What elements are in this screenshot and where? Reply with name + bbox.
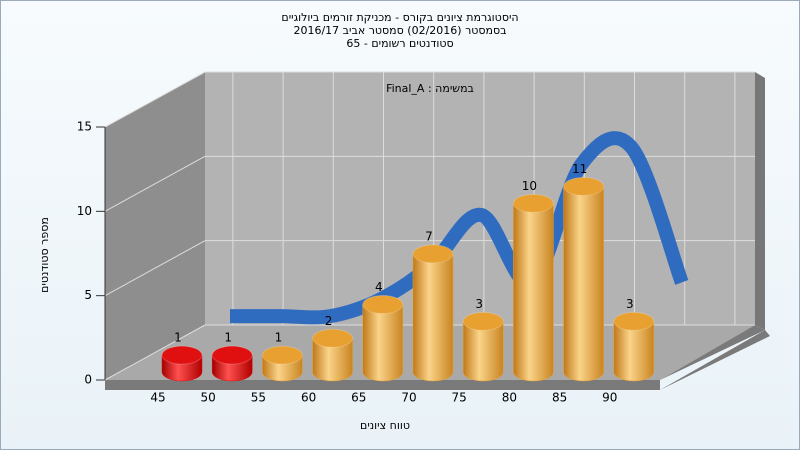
x-tick-label: 45 (150, 391, 165, 405)
bar (362, 304, 404, 382)
grid-line (104, 240, 206, 297)
bar (613, 321, 655, 382)
x-tick-label: 50 (201, 391, 216, 405)
bar (312, 338, 353, 382)
grid-line (104, 71, 206, 128)
bar-top (312, 328, 354, 348)
bar-top (211, 345, 253, 365)
trend-ribbon (229, 131, 689, 325)
x-tick-label: 85 (552, 391, 567, 405)
back-wall (205, 72, 755, 325)
data-label: 1 (224, 331, 232, 345)
subtitle: Final_A : במשימה (386, 82, 474, 95)
x-tick-label: 70 (401, 391, 416, 405)
data-label: 1 (275, 331, 283, 345)
x-tick-label: 90 (602, 391, 617, 405)
x-tick-label: 80 (502, 391, 517, 405)
x-tick-label: 75 (452, 391, 467, 405)
bar (563, 186, 604, 382)
bar-top (512, 193, 554, 213)
bar-top (412, 244, 454, 264)
y-tick-label: 5 (84, 288, 92, 302)
data-label: 7 (425, 229, 433, 243)
title-line: בסמסטר (02/2016) סמסטר אביב 2016/17 (293, 24, 506, 37)
x-tick-label: 55 (251, 391, 266, 405)
bar-top (563, 176, 605, 196)
y-tick-label: 10 (77, 204, 92, 218)
data-label: 4 (375, 280, 383, 294)
bar-top (462, 311, 504, 331)
data-label: 3 (626, 297, 634, 311)
data-label: 11 (572, 162, 587, 176)
title: היסטוגרמת ציונים בקורס - מכניקת זורמים ב… (281, 11, 518, 50)
left-wall (105, 72, 205, 380)
x-axis-label: טווח ציונים (360, 419, 410, 432)
x-tick-label: 65 (351, 391, 366, 405)
floor-edge (105, 325, 770, 390)
bar-top (362, 295, 404, 315)
back-wall-edge (755, 72, 765, 330)
grid-line (104, 324, 206, 381)
bar-top (261, 345, 303, 365)
data-label: 10 (522, 179, 537, 193)
bar (462, 321, 504, 382)
bar-top (161, 345, 203, 365)
data-label: 2 (325, 314, 333, 328)
y-axis-label: מספר סטודנטים (38, 217, 51, 293)
data-label: 3 (475, 297, 483, 311)
y-tick-label: 15 (77, 120, 92, 134)
data-label: 1 (174, 331, 182, 345)
title-line: סטודנטים רשומים - 65 (346, 37, 453, 50)
grid-line (104, 155, 206, 212)
y-tick-label: 0 (84, 373, 92, 387)
bar (513, 203, 554, 382)
title-line: היסטוגרמת ציונים בקורס - מכניקת זורמים ב… (281, 11, 518, 24)
x-tick-label: 60 (301, 391, 316, 405)
bar-top (613, 311, 655, 331)
bar (412, 253, 454, 382)
